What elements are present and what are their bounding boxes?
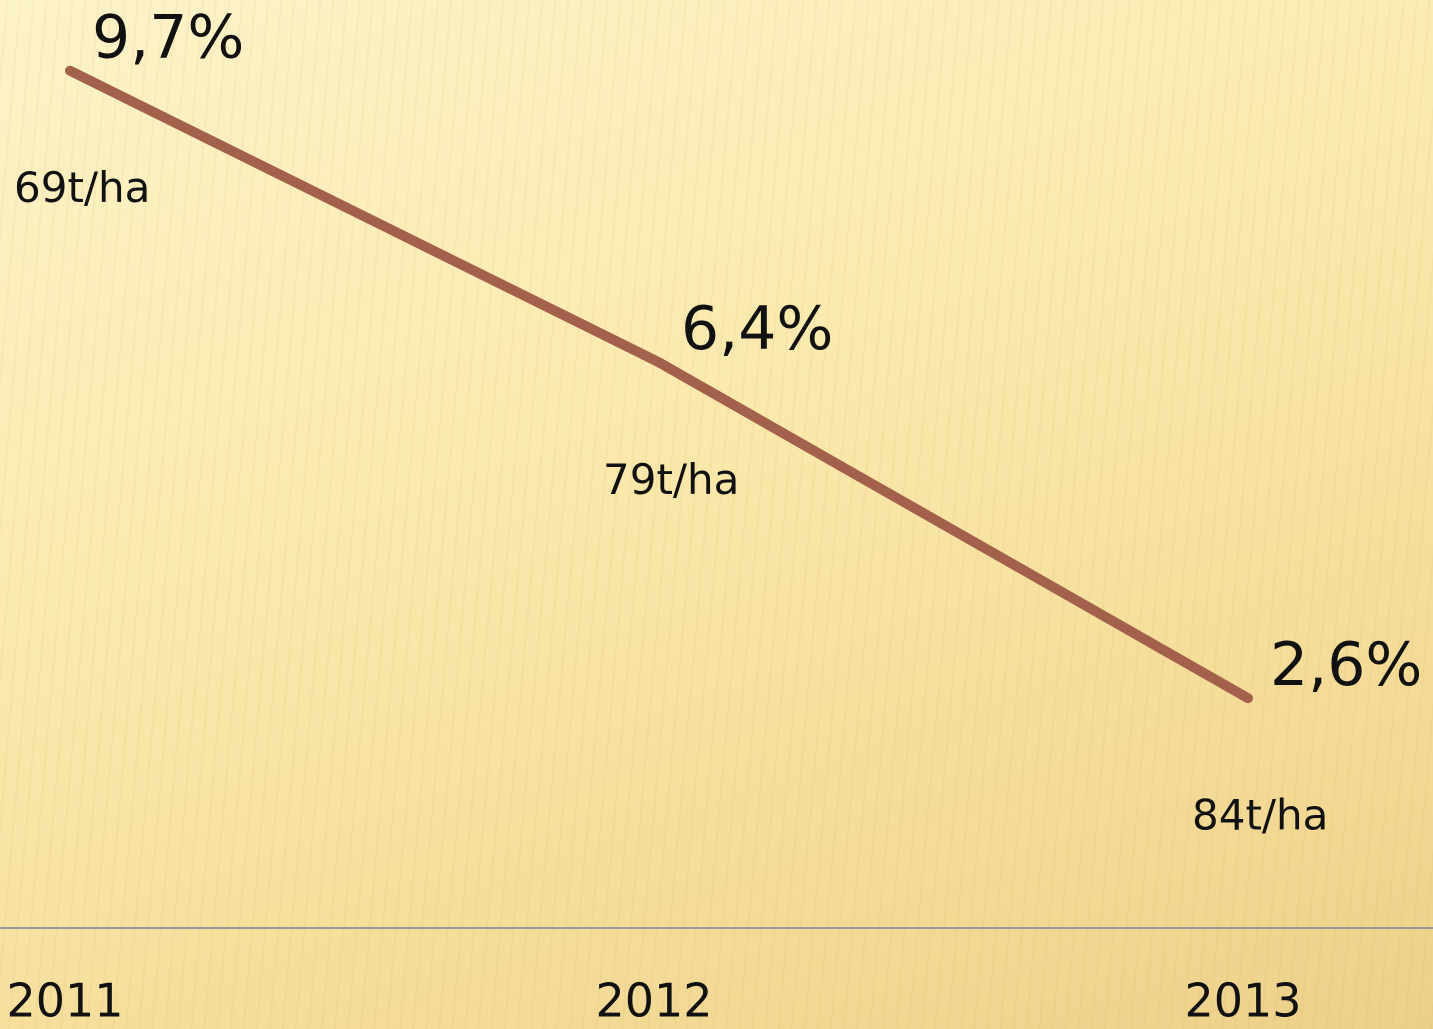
- data-label: 2,6%: [1270, 630, 1422, 700]
- data-label: 9,7%: [92, 2, 244, 72]
- line: [65, 65, 1253, 704]
- annotation: 79t/ha: [603, 455, 739, 504]
- x-tick-label: 2012: [595, 974, 712, 1028]
- annotation: 69t/ha: [14, 163, 150, 212]
- x-tick-label: 2011: [6, 974, 123, 1028]
- x-tick-label: 2013: [1184, 974, 1301, 1028]
- annotation: 84t/ha: [1192, 791, 1328, 840]
- data-label: 6,4%: [681, 294, 833, 364]
